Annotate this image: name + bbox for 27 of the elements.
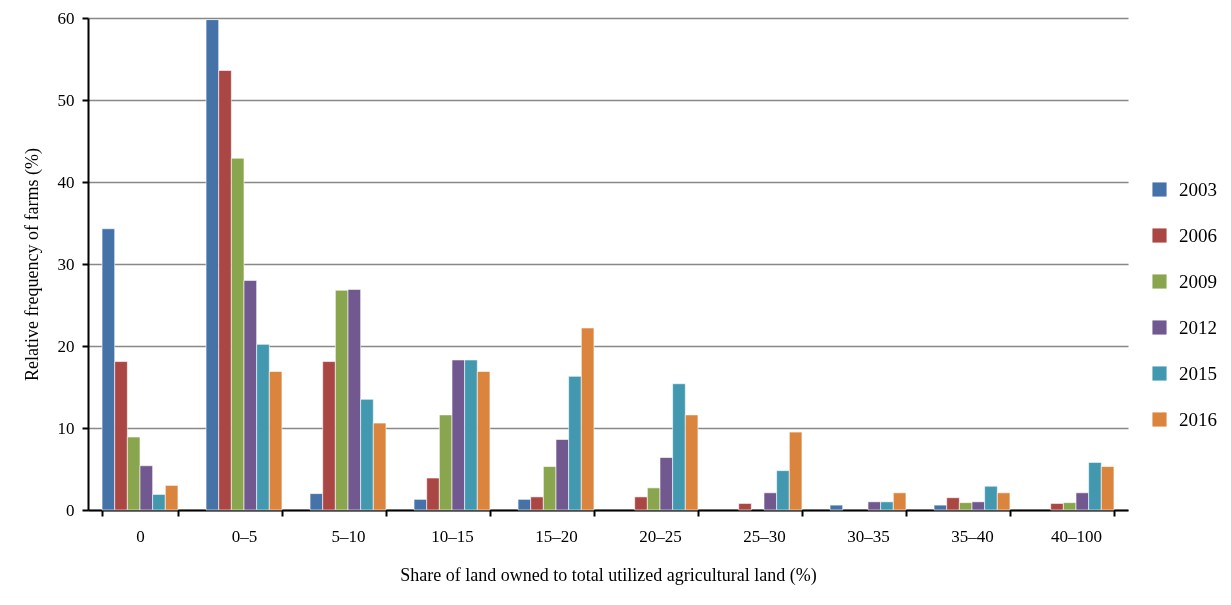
legend-label: 2015 (1179, 362, 1217, 384)
x-tick-label: 10–15 (431, 526, 474, 546)
y-axis-title: Relative frequency of farms (%) (21, 148, 43, 381)
x-tick-label: 40–100 (1051, 526, 1102, 546)
legend-label: 2006 (1179, 224, 1217, 246)
legend-label: 2009 (1179, 270, 1217, 292)
x-tick-label: 15–20 (535, 526, 578, 546)
x-tick-label: 30–35 (847, 526, 890, 546)
legend-label: 2016 (1179, 408, 1217, 430)
y-tick-label: 0 (66, 500, 75, 520)
y-tick-label: 60 (57, 8, 75, 28)
x-tick-label: 35–40 (951, 526, 994, 546)
x-axis-title: Share of land owned to total utilized agricultural land (%) (400, 564, 817, 586)
x-tick-label: 0–5 (231, 526, 258, 546)
x-tick-label: 0 (136, 526, 145, 546)
y-tick-label: 50 (57, 90, 75, 110)
bar (738, 503, 752, 511)
x-tick-label: 25–30 (743, 526, 786, 546)
y-tick-label: 40 (57, 172, 75, 192)
y-tick-label: 10 (57, 418, 75, 438)
bar (829, 504, 843, 511)
x-tick-label: 20–25 (639, 526, 682, 546)
legend-label: 2012 (1179, 316, 1217, 338)
legend-label: 2003 (1179, 178, 1217, 200)
x-tick-label: 5–10 (331, 526, 366, 546)
y-tick-label: 30 (57, 254, 75, 274)
y-tick-label: 20 (57, 336, 75, 356)
